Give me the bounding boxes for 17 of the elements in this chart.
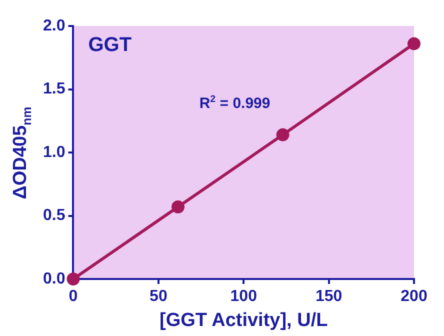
x-tick-label: 100 <box>230 288 258 306</box>
x-axis-title: [GGT Activity], U/L <box>160 310 328 331</box>
y-tick-label: 2.0 <box>42 17 66 34</box>
point <box>276 128 290 142</box>
x-tick-label: 0 <box>68 288 78 306</box>
annotation: R$^{2}$ = 0.999 <box>199 94 270 112</box>
x-tick-label: 150 <box>315 288 342 306</box>
point <box>172 200 185 214</box>
y-tick-label: 1.5 <box>42 80 66 98</box>
y-tick-label: 0.5 <box>42 207 66 224</box>
chart-title: GGT <box>88 34 132 57</box>
point <box>408 37 420 50</box>
point <box>66 272 80 286</box>
y-tick-label: 1.0 <box>42 144 66 161</box>
x-tick-label: 50 <box>150 288 168 306</box>
x-tick-label: 200 <box>400 288 428 306</box>
y-tick-label: 0.0 <box>42 270 66 288</box>
